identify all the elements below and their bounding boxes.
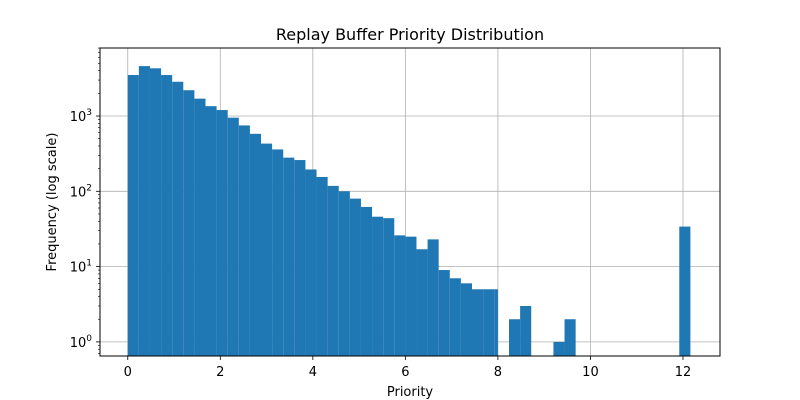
histogram-bar	[272, 149, 284, 356]
x-tick-label: 12	[675, 365, 692, 380]
histogram-bar	[416, 249, 428, 356]
histogram-bar	[427, 239, 439, 356]
histogram-bar	[564, 319, 576, 356]
histogram-bar	[238, 125, 250, 357]
histogram-bar	[283, 157, 295, 356]
bars	[127, 66, 691, 357]
histogram-bar	[472, 289, 484, 356]
x-tick-label: 8	[494, 365, 502, 380]
histogram-bar	[161, 75, 173, 356]
x-axis-label: Priority	[387, 385, 434, 400]
y-axis-ticks: 100 101 102 103	[70, 47, 100, 354]
histogram-bar	[520, 305, 532, 356]
histogram-bar	[553, 341, 565, 356]
histogram-bar	[316, 176, 328, 356]
histogram-bar	[172, 81, 184, 357]
histogram-bar	[349, 198, 361, 356]
histogram-bar	[483, 289, 495, 356]
histogram-bar	[138, 66, 150, 356]
histogram-bar	[372, 216, 384, 356]
histogram-bar	[205, 106, 217, 357]
x-axis-ticks: 0 2 4 6 8 10 12	[124, 356, 692, 380]
histogram-bar	[405, 236, 417, 356]
histogram-bar	[438, 270, 450, 356]
histogram-bar	[149, 68, 162, 357]
histogram-bar	[305, 169, 317, 356]
y-tick-label: 100	[70, 334, 93, 351]
histogram-bar	[261, 143, 273, 356]
histogram-bar	[294, 160, 306, 356]
histogram-bar	[194, 98, 206, 357]
chart-title: Replay Buffer Priority Distribution	[276, 25, 544, 44]
histogram-bar	[449, 278, 461, 356]
histogram-bar	[394, 235, 406, 356]
histogram-bar	[460, 283, 472, 356]
histogram-bar	[360, 206, 373, 356]
histogram-bar	[127, 75, 139, 356]
histogram-bar	[183, 90, 195, 356]
histogram-bar	[216, 110, 228, 356]
histogram-bar	[227, 117, 239, 356]
histogram-bar	[249, 133, 262, 356]
y-axis-label: Frequency (log scale)	[45, 133, 60, 272]
histogram-bar	[338, 191, 350, 356]
histogram-bar	[383, 218, 395, 356]
x-tick-label: 0	[124, 365, 132, 380]
x-tick-label: 6	[401, 365, 409, 380]
plot-frame	[99, 47, 721, 357]
y-tick-label: 102	[70, 183, 92, 200]
histogram-bar	[679, 226, 691, 356]
x-tick-label: 2	[216, 365, 224, 380]
histogram-bar	[327, 185, 339, 356]
y-tick-label: 103	[70, 108, 92, 125]
y-tick-label: 101	[70, 259, 92, 276]
histogram-bar	[494, 289, 498, 356]
x-tick-label: 10	[582, 365, 599, 380]
histogram-bar	[509, 319, 521, 356]
x-tick-label: 4	[309, 365, 317, 380]
